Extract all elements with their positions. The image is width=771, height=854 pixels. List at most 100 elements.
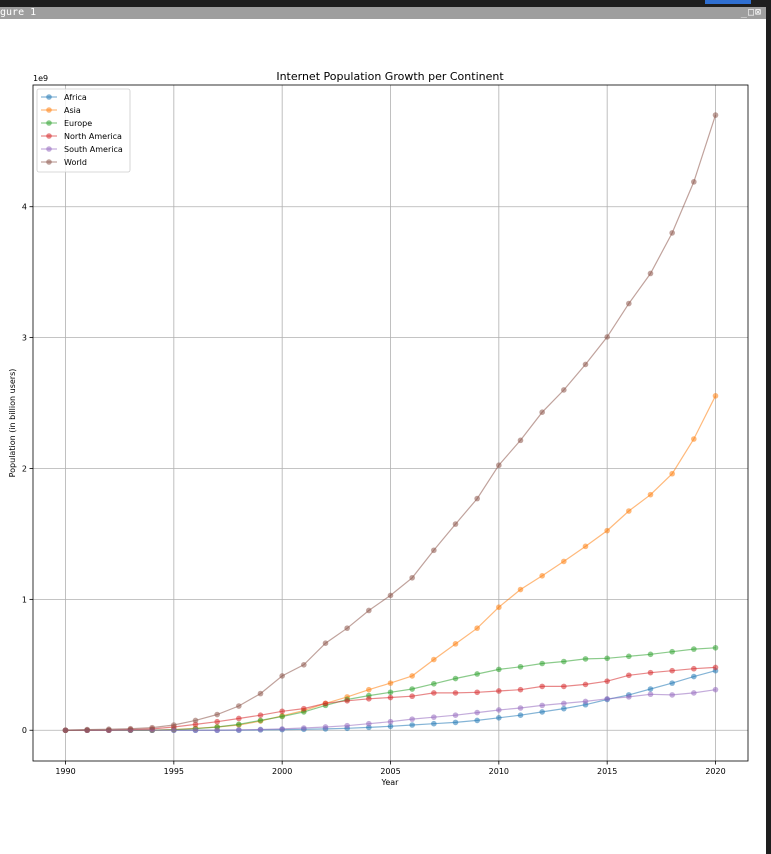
data-point-south-america	[561, 700, 567, 707]
legend-marker	[46, 120, 52, 126]
data-point-south-america	[322, 724, 329, 730]
legend-box	[36, 88, 131, 173]
data-point-asia	[582, 543, 589, 550]
close-button[interactable]: ⊠	[754, 7, 762, 18]
data-point-asia	[626, 508, 632, 514]
data-point-north-america	[431, 690, 437, 696]
data-point-north-america	[582, 681, 589, 688]
data-point-europe	[387, 689, 394, 696]
legend-item: North America	[41, 132, 122, 141]
data-point-world	[561, 387, 567, 393]
legend-item: Africa	[41, 93, 87, 102]
data-point-world	[127, 725, 134, 732]
data-point-asia	[452, 641, 459, 647]
data-point-world	[387, 592, 394, 599]
data-point-world	[62, 727, 69, 734]
legend-item: Europe	[41, 119, 92, 128]
data-point-south-america	[517, 705, 524, 711]
data-point-world	[452, 521, 459, 527]
data-point-africa	[409, 722, 415, 728]
data-point-africa	[647, 686, 654, 692]
data-point-north-america	[604, 678, 610, 684]
data-point-world	[647, 270, 654, 277]
data-point-south-america	[626, 694, 632, 700]
data-point-africa	[452, 719, 459, 726]
data-point-europe	[712, 644, 719, 651]
data-point-asia	[647, 491, 654, 498]
data-point-south-america	[474, 709, 480, 716]
y-tick-label: 2	[22, 464, 27, 473]
window-title: igure 1	[0, 7, 37, 18]
data-point-south-america	[344, 722, 350, 729]
x-tick-label: 1995	[164, 767, 184, 776]
x-tick-label: 2020	[705, 767, 725, 776]
data-point-asia	[387, 680, 394, 686]
data-point-world	[106, 726, 112, 732]
data-point-south-america	[452, 712, 459, 718]
data-point-south-america	[236, 727, 242, 733]
data-point-africa	[431, 720, 437, 727]
data-point-world	[257, 690, 264, 697]
data-point-africa	[561, 705, 567, 712]
data-point-asia	[669, 470, 675, 477]
data-point-north-america	[647, 669, 654, 676]
data-point-north-america	[257, 712, 264, 718]
data-point-south-america	[366, 720, 372, 727]
data-point-north-america	[474, 689, 480, 696]
minimize-button[interactable]: _	[740, 7, 748, 18]
legend-label: Asia	[64, 106, 81, 115]
data-point-north-america	[712, 664, 719, 671]
data-point-south-america	[192, 727, 199, 734]
data-point-europe	[236, 721, 242, 728]
data-point-europe	[496, 666, 502, 673]
data-point-north-america	[301, 705, 307, 712]
legend-item: World	[41, 158, 87, 167]
data-point-world	[149, 724, 155, 731]
data-point-north-america	[496, 688, 502, 694]
data-point-south-america	[647, 691, 654, 698]
data-point-africa	[691, 673, 697, 680]
data-point-world	[192, 717, 199, 724]
x-tick-label: 2015	[597, 767, 617, 776]
x-tick-label: 2000	[272, 767, 292, 776]
data-point-north-america	[452, 690, 459, 696]
data-point-north-america	[387, 694, 394, 701]
window-controls: _□⊠	[741, 7, 762, 19]
y-tick-label: 1	[22, 595, 27, 604]
data-point-south-america	[214, 727, 220, 734]
data-point-north-america	[669, 667, 675, 674]
y-offset-text: 1e9	[33, 74, 48, 83]
data-point-world	[344, 625, 350, 631]
data-point-world	[712, 112, 719, 118]
data-point-asia	[539, 573, 545, 579]
data-point-europe	[452, 675, 459, 682]
data-point-europe	[279, 713, 285, 720]
data-point-south-america	[387, 718, 394, 725]
data-point-world	[669, 230, 675, 236]
window-edge	[766, 7, 771, 854]
maximize-button[interactable]: □	[747, 7, 755, 18]
data-point-north-america	[539, 683, 545, 690]
data-point-north-america	[236, 715, 242, 722]
data-point-north-america	[691, 665, 697, 672]
data-point-asia	[691, 436, 697, 442]
data-point-asia	[712, 393, 719, 399]
data-point-africa	[539, 709, 545, 715]
data-point-north-america	[322, 700, 329, 707]
data-point-africa	[517, 712, 524, 718]
data-point-europe	[604, 655, 610, 662]
data-point-europe	[409, 686, 415, 692]
data-point-world	[431, 547, 437, 554]
legend-marker	[46, 146, 52, 152]
data-point-world	[604, 334, 610, 340]
data-point-europe	[669, 648, 675, 655]
data-point-world	[496, 462, 502, 469]
legend-label: World	[64, 158, 87, 167]
data-point-world	[84, 726, 90, 733]
data-point-africa	[474, 717, 480, 724]
data-point-north-america	[409, 693, 415, 700]
data-point-south-america	[257, 726, 264, 733]
x-tick-label: 2010	[489, 767, 509, 776]
data-point-north-america	[279, 708, 285, 715]
